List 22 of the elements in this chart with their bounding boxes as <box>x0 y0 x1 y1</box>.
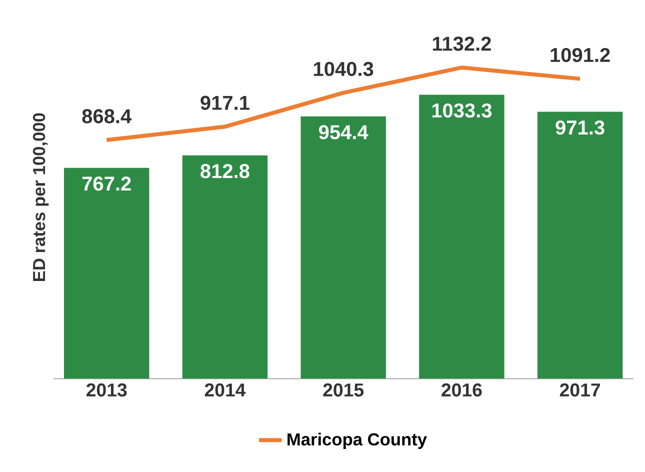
data-label: 1040.3 <box>314 62 374 76</box>
x-tick-label: 2014 <box>204 383 246 397</box>
data-label: 1091.2 <box>550 48 610 62</box>
x-tick-label: 2017 <box>560 383 600 397</box>
data-label: 1132.2 <box>432 36 491 51</box>
data-label: 1033.3 <box>432 103 492 118</box>
bar <box>537 112 623 379</box>
data-label: 971.3 <box>556 120 604 135</box>
x-tick-label: 2016 <box>442 383 482 397</box>
bar <box>300 116 386 379</box>
data-label: 954.4 <box>319 125 368 140</box>
data-label: 868.4 <box>82 109 132 124</box>
data-label: 917.1 <box>200 96 250 110</box>
y-axis-title: ED rates per 100,000 <box>32 113 49 281</box>
data-label: 812.8 <box>200 164 250 178</box>
bar <box>182 155 268 379</box>
bar <box>64 168 150 379</box>
x-tick-label: 2013 <box>86 383 127 397</box>
x-tick-label: 2015 <box>323 383 364 397</box>
legend-label: Maricopa County <box>288 432 427 449</box>
data-label: 767.2 <box>82 176 131 191</box>
bar <box>419 94 504 379</box>
